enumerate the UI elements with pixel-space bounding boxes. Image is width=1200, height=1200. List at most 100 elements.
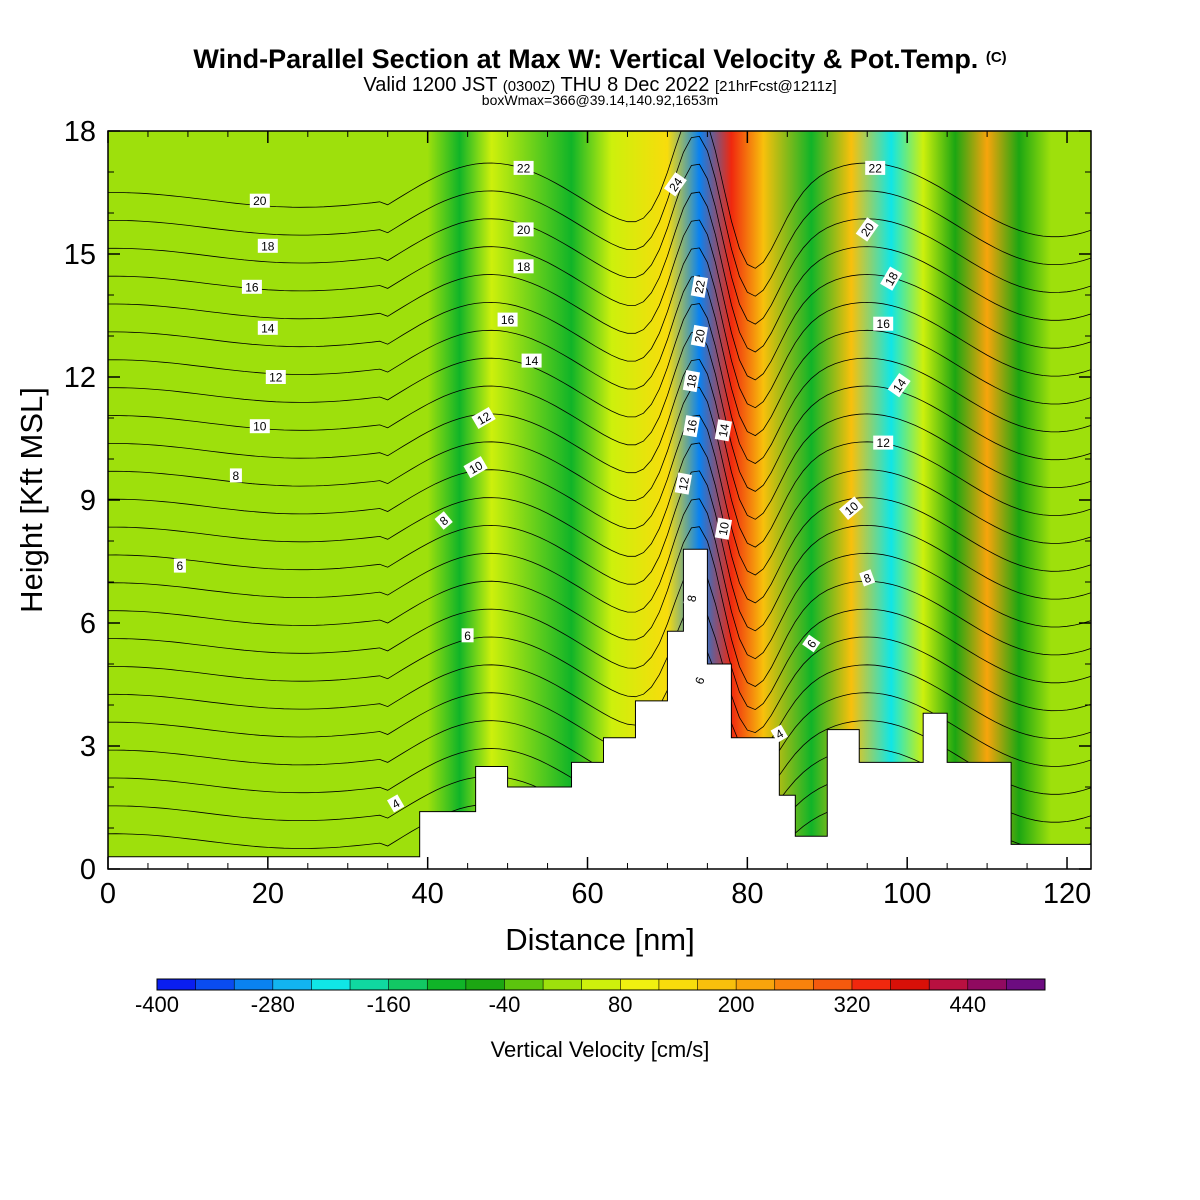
colorbar-swatch (195, 979, 235, 990)
y-tick-label: 15 (64, 239, 96, 271)
x-tick-label: 120 (1043, 878, 1091, 910)
theta-contour (108, 135, 1091, 297)
x-tick-label: 60 (571, 878, 603, 910)
contour-label-text: 12 (269, 371, 283, 385)
y-tick-label: 18 (64, 116, 96, 148)
contour-label: 10 (839, 496, 864, 520)
colorbar-swatch (620, 979, 660, 990)
theta-contour (108, 131, 1091, 269)
contour-label-text: 6 (464, 629, 471, 643)
x-tick-label: 80 (731, 878, 763, 910)
contour-label: 10 (463, 456, 488, 479)
contour-label: 18 (682, 370, 701, 393)
contour-label-text: 16 (245, 280, 259, 294)
theta-contour (108, 191, 1091, 353)
contour-label-text: 12 (676, 476, 692, 492)
colorbar-swatch (736, 979, 776, 990)
contour-label-text: 22 (517, 161, 531, 175)
colorbar-swatch (851, 979, 891, 990)
y-axis: 0 3 6 9 12 15 18 (64, 116, 1091, 886)
colorbar-swatch (504, 979, 544, 990)
theta-contour (108, 303, 1091, 464)
contour-label: 6 (690, 672, 709, 689)
colorbar-swatch (813, 979, 853, 990)
contour-label-text: 16 (684, 418, 700, 434)
contour-label-text: 16 (877, 317, 891, 331)
contour-label: 20 (855, 217, 879, 242)
colorbar-tick-label: 200 (718, 992, 755, 1017)
x-axis: 0 20 40 60 80 100 120 (100, 131, 1091, 910)
colorbar-swatch (388, 979, 428, 990)
contour-label: 4 (770, 724, 788, 743)
contour-label: 14 (887, 372, 911, 398)
colorbar-swatch (311, 979, 351, 990)
contour-label: 12 (674, 472, 693, 495)
contour-label-text: 20 (253, 194, 267, 208)
plot-area: 4 4 6 6 6 6 8 8 8 8 10 10 10 10 12 12 12 12 14 14 14 14 16 16 16… (107, 130, 1092, 870)
colorbar-swatch (697, 979, 737, 990)
theta-contour (108, 358, 1091, 520)
contour-label: 18 (880, 266, 903, 291)
chart-title: Wind-Parallel Section at Max W: Vertical… (193, 44, 1007, 74)
colorbar-swatch (234, 979, 274, 990)
contour-label: 10 (714, 517, 733, 540)
contour-label: 8 (229, 468, 242, 483)
y-tick-label: 6 (80, 608, 96, 640)
contour-label: 12 (873, 435, 894, 450)
contour-labels: 4 4 6 6 6 6 8 8 8 8 10 10 10 10 12 12 12 12 14 14 14 14 16 16 16… (173, 160, 911, 813)
colorbar-swatch (581, 979, 621, 990)
colorbar-tick-label: 320 (834, 992, 871, 1017)
y-tick-label: 0 (80, 854, 96, 886)
contour-label-text: 14 (716, 422, 732, 438)
colorbar: -400 -280 -160 -40 80 200 320 440 (135, 978, 1046, 1017)
contour-label: 12 (471, 406, 496, 430)
contour-label-text: 14 (525, 354, 539, 368)
colorbar-swatch (658, 979, 698, 990)
theta-contour (108, 386, 1091, 548)
colorbar-title: Vertical Velocity [cm/s] (491, 1037, 710, 1062)
contour-label: 6 (802, 634, 821, 653)
contour-label-text: 20 (692, 328, 708, 344)
contour-label-text: 8 (862, 571, 873, 587)
theta-contour (108, 564, 1091, 711)
contour-label: 14 (257, 320, 278, 335)
colorbar-swatch (967, 979, 1007, 990)
contour-label: 22 (865, 160, 886, 175)
contour-label-text: 10 (253, 420, 267, 434)
theta-contour (108, 679, 1091, 780)
colorbar-swatch (890, 979, 930, 990)
colorbar-swatch (929, 979, 969, 990)
colorbar-tick-label: -400 (135, 992, 179, 1017)
contour-label: 18 (513, 259, 534, 274)
colorbar-swatch (1006, 979, 1046, 990)
contour-label: 6 (461, 628, 474, 643)
contour-label-text: 6 (692, 675, 708, 686)
x-tick-label: 40 (412, 878, 444, 910)
x-axis-title: Distance [nm] (505, 922, 695, 957)
y-tick-label: 12 (64, 362, 96, 394)
contour-label: 20 (690, 324, 709, 348)
colorbar-tick-label: -40 (489, 992, 521, 1017)
colorbar-tick-label: 80 (608, 992, 632, 1017)
theta-contour (108, 498, 1091, 660)
contour-label: 16 (241, 279, 262, 294)
contour-label: 16 (497, 312, 518, 327)
y-axis-title: Height [Kft MSL] (14, 387, 49, 613)
contour-label: 14 (521, 353, 542, 368)
contour-label-text: 12 (877, 436, 891, 450)
contour-label-text: 20 (517, 223, 531, 237)
contour-label: 24 (663, 172, 687, 197)
contour-label: 16 (873, 316, 894, 331)
contour-label-text: 6 (177, 559, 184, 573)
theta-contour (108, 641, 1091, 757)
chart-subtitle: Valid 1200 JST (0300Z) THU 8 Dec 2022 [2… (363, 74, 837, 96)
contour-label: 16 (682, 415, 701, 438)
colorbar-swatch (427, 979, 467, 990)
contour-label: 12 (265, 370, 286, 385)
contour-label: 18 (257, 238, 278, 253)
theta-contour (108, 442, 1091, 604)
contour-label-text: 18 (517, 260, 531, 274)
colorbar-swatch (465, 979, 505, 990)
theta-contour (108, 219, 1091, 381)
contour-label-text: 10 (716, 521, 732, 537)
